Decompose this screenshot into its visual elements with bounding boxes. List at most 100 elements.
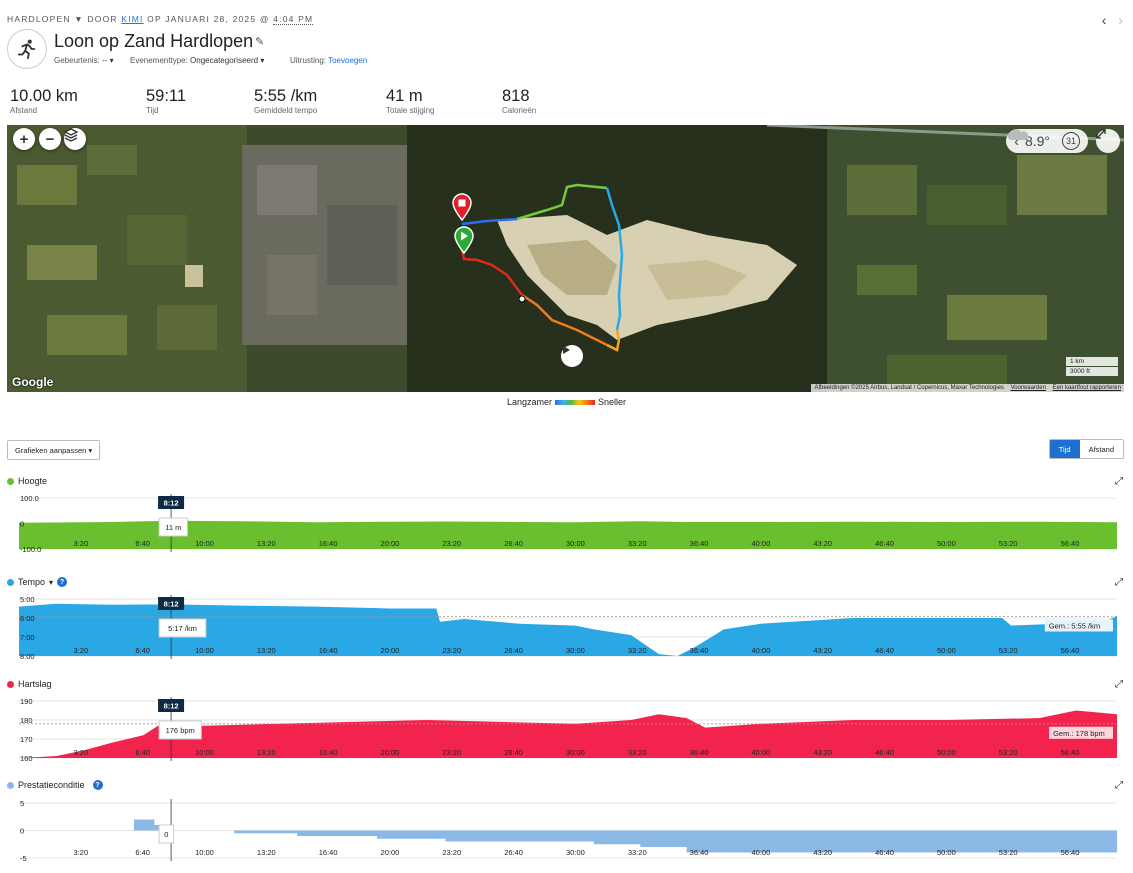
x-tick-label: 50:00 bbox=[937, 539, 956, 548]
cursor-time-label: 8:12 bbox=[164, 600, 179, 609]
cursor-value-label: 176 bpm bbox=[166, 726, 195, 735]
cursor-time-box bbox=[158, 496, 185, 509]
previous-activity-icon[interactable]: ‹ bbox=[1101, 12, 1107, 28]
activity-title[interactable]: Loon op Zand Hardlopen bbox=[54, 31, 254, 51]
pace-dropdown-icon[interactable]: ▾ bbox=[49, 577, 54, 587]
event-value[interactable]: -- ▾ bbox=[102, 56, 114, 65]
x-tick-label: 40:00 bbox=[752, 748, 771, 757]
y-tick-label: 0 bbox=[20, 520, 24, 529]
activity-type-dropdown-icon[interactable]: ▼ bbox=[74, 14, 84, 24]
x-tick-label: 20:00 bbox=[381, 848, 400, 857]
x-tick-label: 3:20 bbox=[74, 848, 89, 857]
stat-label: Afstand bbox=[10, 106, 38, 115]
speed-legend: Langzamer Sneller bbox=[0, 397, 1133, 407]
play-icon[interactable] bbox=[561, 345, 583, 367]
x-tick-label: 40:00 bbox=[752, 646, 771, 655]
zoom-in-button[interactable]: + bbox=[13, 128, 35, 150]
terms-link[interactable]: Voorwaarden bbox=[1010, 385, 1046, 391]
pace-title: Tempo bbox=[18, 577, 46, 587]
cursor-time-box bbox=[158, 699, 185, 712]
x-tick-label: 20:00 bbox=[381, 646, 400, 655]
expand-icon[interactable] bbox=[1096, 129, 1120, 153]
event-label: Gebeurtenis: bbox=[54, 56, 100, 65]
y-tick-label: 180 bbox=[20, 716, 33, 725]
help-icon[interactable]: ? bbox=[92, 780, 103, 790]
x-tick-label: 56:40 bbox=[1061, 848, 1080, 857]
x-tick-label: 46:40 bbox=[875, 748, 894, 757]
event-selector[interactable]: Gebeurtenis: -- ▾ bbox=[54, 56, 114, 65]
x-tick-label: 26:40 bbox=[504, 748, 523, 757]
expand-icon[interactable]: ⤢ bbox=[1115, 577, 1123, 588]
x-tick-label: 23:20 bbox=[442, 848, 461, 857]
y-tick-label: 5 bbox=[20, 799, 24, 808]
x-tick-label: 53:20 bbox=[999, 539, 1018, 548]
event-type-label: Evenementtype: bbox=[130, 56, 188, 65]
weather-toggle-icon[interactable]: ‹ bbox=[1014, 133, 1019, 149]
heart-rate-chart-label: Hartslag bbox=[7, 679, 52, 689]
x-tick-label: 20:00 bbox=[381, 748, 400, 757]
y-tick-label: 170 bbox=[20, 735, 33, 744]
x-tick-label: 43:20 bbox=[813, 646, 832, 655]
event-type-selector[interactable]: Evenementtype: Ongecategoriseerd ▾ bbox=[130, 56, 264, 65]
x-tick-label: 46:40 bbox=[875, 848, 894, 857]
x-tick-label: 6:40 bbox=[135, 539, 150, 548]
customize-charts-button[interactable]: Grafieken aanpassen ▾ bbox=[7, 440, 101, 460]
edit-title-icon[interactable]: ✎ bbox=[255, 36, 265, 48]
x-tick-label: 3:20 bbox=[74, 539, 89, 548]
y-tick-label: 8:00 bbox=[20, 652, 35, 661]
add-gear-link[interactable]: Toevoegen bbox=[328, 56, 368, 65]
expand-icon[interactable]: ⤢ bbox=[1115, 679, 1123, 690]
next-activity-icon[interactable]: › bbox=[1118, 12, 1123, 28]
report-map-error-link[interactable]: Een kaartfout rapporteren bbox=[1052, 385, 1121, 391]
expand-icon[interactable]: ⤢ bbox=[1115, 476, 1123, 487]
x-tick-label: 50:00 bbox=[937, 646, 956, 655]
x-tick-label: 26:40 bbox=[504, 848, 523, 857]
x-tick-label: 46:40 bbox=[875, 539, 894, 548]
runner-icon bbox=[7, 29, 47, 69]
by-label: DOOR bbox=[87, 14, 118, 24]
stat-value: 5:55 /km bbox=[254, 87, 318, 105]
x-tick-label: 36:40 bbox=[690, 848, 709, 857]
zoom-out-button[interactable]: − bbox=[39, 128, 61, 150]
breadcrumb: HARDLOPEN ▼ DOOR KIMI OP JANUARI 28, 202… bbox=[7, 14, 314, 25]
stat-distance: 10.00 km Afstand bbox=[10, 87, 78, 115]
pace-chart-label: Tempo ▾ ? bbox=[7, 577, 68, 587]
google-logo: Google bbox=[12, 375, 54, 389]
time-toggle[interactable]: Tijd bbox=[1049, 440, 1080, 458]
x-tick-label: 43:20 bbox=[813, 748, 832, 757]
user-link[interactable]: KIMI bbox=[121, 14, 144, 24]
temperature: 8.9° bbox=[1024, 133, 1050, 149]
cursor-value-label: 5:17 /km bbox=[168, 624, 197, 633]
distance-toggle[interactable]: Afstand bbox=[1088, 444, 1114, 454]
x-tick-label: 56:40 bbox=[1061, 748, 1080, 757]
x-tick-label: 13:20 bbox=[257, 539, 276, 548]
help-icon[interactable]: ? bbox=[57, 577, 68, 587]
x-tick-label: 43:20 bbox=[813, 539, 832, 548]
x-tick-label: 36:40 bbox=[690, 748, 709, 757]
route-map[interactable]: + − ‹ 8.9° 31 Google 1 km 3000 ft Afbeel… bbox=[7, 125, 1124, 392]
x-tick-label: 6:40 bbox=[135, 646, 150, 655]
performance-chart-label: Prestatieconditie ? bbox=[7, 780, 103, 790]
x-tick-label: 16:40 bbox=[319, 539, 338, 548]
x-tick-label: 53:20 bbox=[999, 848, 1018, 857]
satellite-imagery[interactable] bbox=[7, 125, 1124, 392]
weather-widget[interactable]: ‹ 8.9° 31 bbox=[1006, 129, 1088, 153]
cursor-time-box bbox=[158, 597, 185, 610]
activity-type[interactable]: HARDLOPEN bbox=[7, 14, 71, 24]
x-tick-label: 33:20 bbox=[628, 848, 647, 857]
map-attribution: Afbeeldingen ©2025 Airbus, Landsat / Cop… bbox=[811, 384, 1124, 392]
expand-icon[interactable]: ⤢ bbox=[1115, 780, 1123, 791]
cursor-value-box bbox=[158, 720, 202, 740]
elevation-dot bbox=[7, 477, 14, 485]
x-tick-label: 10:00 bbox=[195, 646, 214, 655]
average-label: Gem.: 5:55 /km bbox=[1049, 621, 1100, 630]
scale-km: 1 km bbox=[1066, 357, 1118, 366]
x-tick-label: 33:20 bbox=[628, 646, 647, 655]
average-label-bg bbox=[1044, 619, 1113, 632]
event-type-value[interactable]: Ongecategoriseerd ▾ bbox=[190, 56, 265, 65]
stat-label: Gemiddeld tempo bbox=[254, 106, 318, 115]
heart-rate-dot bbox=[7, 680, 14, 688]
layers-icon[interactable] bbox=[64, 128, 86, 150]
x-tick-label: 10:00 bbox=[195, 848, 214, 857]
